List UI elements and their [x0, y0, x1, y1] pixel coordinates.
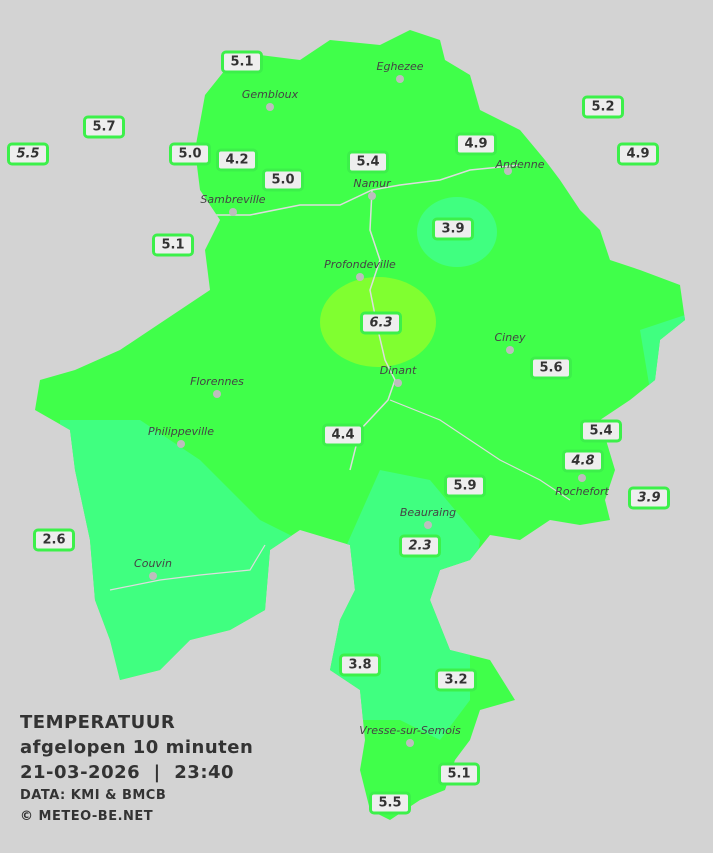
temperature-label[interactable]: 4.4	[322, 423, 364, 447]
city-label: Florennes	[190, 375, 244, 388]
city-label: Eghezee	[376, 60, 424, 73]
temperature-label[interactable]: 5.4	[347, 150, 389, 174]
city-label: Rochefort	[555, 485, 609, 498]
city-dot	[229, 208, 237, 216]
border-line	[109, 544, 266, 591]
temperature-label[interactable]: 4.9	[455, 132, 497, 156]
city-dot	[177, 440, 185, 448]
temperature-label[interactable]: 4.8	[562, 449, 604, 473]
temperature-label[interactable]: 4.9	[617, 142, 659, 166]
city-dot	[356, 273, 364, 281]
temperature-label[interactable]: 2.6	[33, 528, 75, 552]
temperature-label[interactable]: 5.6	[530, 356, 572, 380]
city-label: Philippeville	[148, 425, 214, 438]
river-meuse	[349, 189, 396, 471]
city-label: Namur	[353, 177, 391, 190]
city-label: Vresse-sur-Semois	[359, 724, 461, 737]
city-dot	[506, 346, 514, 354]
border-line	[389, 399, 571, 501]
city-dot	[406, 739, 414, 747]
city-dot	[578, 474, 586, 482]
temperature-label[interactable]: 3.2	[435, 668, 477, 692]
map-title: TEMPERATUUR	[20, 712, 176, 733]
city-dot	[394, 379, 402, 387]
temperature-label[interactable]: 5.1	[438, 762, 480, 786]
city-label: Ciney	[494, 331, 526, 344]
temperature-label[interactable]: 5.4	[580, 419, 622, 443]
city-dot	[424, 521, 432, 529]
city-dot	[266, 103, 274, 111]
city-label: Andenne	[495, 158, 545, 171]
city-label: Gembloux	[241, 88, 299, 101]
city-label: Beauraing	[399, 506, 457, 519]
city-label: Profondeville	[324, 258, 396, 271]
temperature-label[interactable]: 6.3	[360, 311, 402, 335]
city-dot	[396, 75, 404, 83]
temperature-label[interactable]: 5.1	[152, 233, 194, 257]
temperature-label[interactable]: 5.1	[221, 50, 263, 74]
temperature-label[interactable]: 5.9	[444, 474, 486, 498]
city-dot	[213, 390, 221, 398]
city-dot	[368, 192, 376, 200]
city-dot	[149, 572, 157, 580]
legend: TEMPERATUUR afgelopen 10 minuten 21-03-2…	[20, 710, 253, 827]
city-dot	[504, 167, 512, 175]
city-label: Sambreville	[200, 193, 266, 206]
temperature-label[interactable]: 5.5	[7, 142, 49, 166]
temperature-label[interactable]: 5.7	[83, 115, 125, 139]
temperature-label[interactable]: 5.0	[169, 142, 211, 166]
temperature-label[interactable]: 5.0	[262, 168, 304, 192]
data-source: DATA: KMI & BMCB	[20, 788, 167, 803]
copyright: © METEO-BE.NET	[20, 809, 154, 824]
city-label: Couvin	[134, 557, 172, 570]
temperature-label[interactable]: 4.2	[216, 148, 258, 172]
temperature-label[interactable]: 3.8	[339, 653, 381, 677]
temperature-label[interactable]: 3.9	[432, 217, 474, 241]
temperature-label[interactable]: 2.3	[399, 534, 441, 558]
city-label: Dinant	[379, 364, 417, 377]
temperature-label[interactable]: 5.5	[369, 791, 411, 815]
temperature-label[interactable]: 5.2	[582, 95, 624, 119]
temperature-label[interactable]: 3.9	[628, 486, 670, 510]
map-subtitle: afgelopen 10 minuten	[20, 737, 254, 758]
map-datetime: 21-03-2026 | 23:40	[20, 762, 235, 783]
